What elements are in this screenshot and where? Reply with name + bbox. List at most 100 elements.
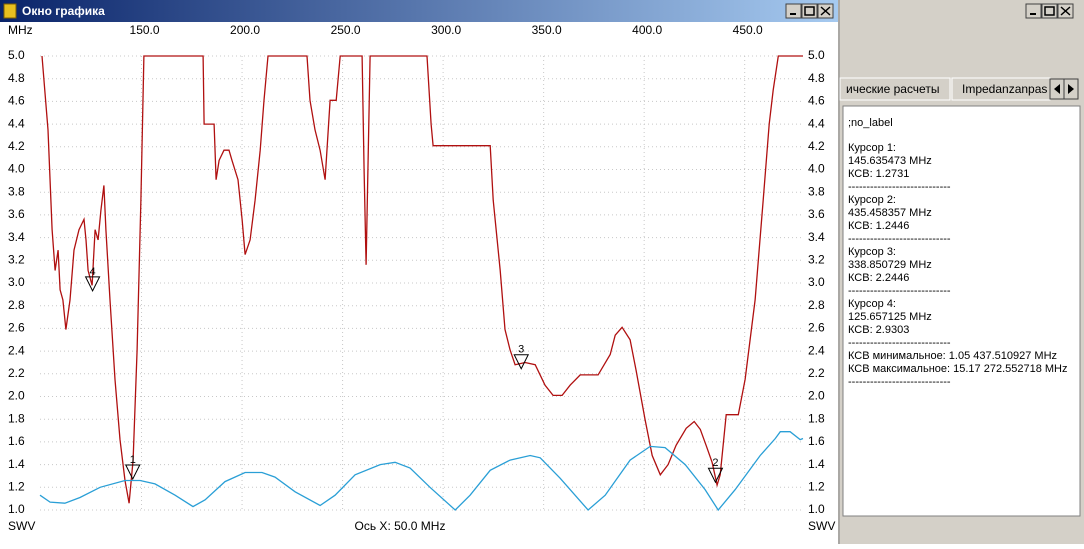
tab-label: ические расчеты <box>846 82 939 96</box>
tab[interactable] <box>839 77 951 101</box>
swr-line <box>39 431 804 512</box>
minimize-button[interactable] <box>1025 3 1042 19</box>
x-tick-label: 350.0 <box>532 23 562 37</box>
info-line: ---------------------------- <box>848 181 951 193</box>
cursor-marker <box>513 354 530 370</box>
x-unit-label: MHz <box>8 23 33 37</box>
text-area <box>842 105 1081 517</box>
y-tick-label: 4.8 <box>8 71 25 85</box>
info-line: КСВ: 2.2446 <box>848 272 909 284</box>
x-tick-label: 400.0 <box>632 23 662 37</box>
y-tick-label: 3.2 <box>8 252 25 266</box>
y-tick-label: 3.6 <box>8 207 25 221</box>
y-tick-label: 1.8 <box>8 411 25 425</box>
y-tick-label: 2.6 <box>8 321 25 335</box>
window-title: Окно графика <box>22 4 105 18</box>
info-line: 125.657125 MHz <box>848 311 932 323</box>
x-tick-label: 150.0 <box>130 23 160 37</box>
y-axis-label: SWV <box>808 519 835 533</box>
info-line: Курсор 3: <box>848 246 896 258</box>
x-tick-label: 200.0 <box>230 23 260 37</box>
y-tick-label: 1.0 <box>8 502 25 516</box>
y-tick-label: 3.8 <box>808 184 825 198</box>
y-tick-label: 2.8 <box>808 298 825 312</box>
x-tick-label: 450.0 <box>733 23 763 37</box>
cursor-label: 1 <box>130 454 136 466</box>
y-tick-label: 3.0 <box>8 275 25 289</box>
info-line: Курсор 4: <box>848 298 896 310</box>
minimize-button[interactable] <box>785 3 802 19</box>
window-icon <box>3 3 17 19</box>
y-tick-label: 2.0 <box>808 389 825 403</box>
x-tick-label: 300.0 <box>431 23 461 37</box>
info-line: КСВ: 1.2731 <box>848 168 909 180</box>
info-line: ;no_label <box>848 117 893 129</box>
y-tick-label: 4.6 <box>8 94 25 108</box>
y-tick-label: 4.8 <box>808 71 825 85</box>
tab-label: Impedanzanpas <box>962 82 1047 96</box>
info-line: КСВ максимальное: 15.17 272.552718 MHz <box>848 363 1068 375</box>
info-line: ---------------------------- <box>848 233 951 245</box>
info-line: Курсор 1: <box>848 142 896 154</box>
cursor-marker <box>84 276 101 293</box>
y-tick-label: 5.0 <box>808 48 825 62</box>
y-tick-label: 4.6 <box>808 94 825 108</box>
info-line: 145.635473 MHz <box>848 155 932 167</box>
y-tick-label: 1.2 <box>808 479 825 493</box>
y-axis-label: SWV <box>8 519 35 533</box>
cursor-label: 2 <box>712 457 718 469</box>
icon <box>1068 84 1074 94</box>
plot: 1.0 1.0 1.2 1.2 1.4 1.4 1.6 1.6 1.8 1.8 2.0 2.0 2.2 2… <box>8 23 825 516</box>
info-line: 435.458357 MHz <box>848 207 932 219</box>
y-tick-label: 4.0 <box>8 162 25 176</box>
y-tick-label: 3.4 <box>808 230 825 244</box>
y-tick-label: 3.8 <box>8 184 25 198</box>
y-tick-label: 1.6 <box>808 434 825 448</box>
y-tick-label: 2.6 <box>808 321 825 335</box>
y-tick-label: 1.0 <box>808 502 825 516</box>
y-tick-label: 2.4 <box>8 343 25 357</box>
window-controls <box>1025 3 1074 19</box>
info-line: ---------------------------- <box>848 376 951 388</box>
y-tick-label: 2.2 <box>808 366 825 380</box>
swr-line <box>41 55 803 504</box>
y-tick-label: 4.2 <box>808 139 825 153</box>
y-tick-label: 1.6 <box>8 434 25 448</box>
y-tick-label: 3.2 <box>808 252 825 266</box>
info-line: ---------------------------- <box>848 337 951 349</box>
y-tick-label: 1.2 <box>8 479 25 493</box>
cursor-label: 4 <box>90 266 96 278</box>
y-tick-label: 1.4 <box>8 457 25 471</box>
info-line: Курсор 2: <box>848 194 896 206</box>
y-tick-label: 4.4 <box>8 116 25 130</box>
y-tick-label: 2.8 <box>8 298 25 312</box>
info-line: КСВ: 1.2446 <box>848 220 909 232</box>
y-tick-label: 3.6 <box>808 207 825 221</box>
y-tick-label: 2.2 <box>8 366 25 380</box>
icon <box>804 6 815 16</box>
y-tick-label: 4.2 <box>8 139 25 153</box>
y-tick-label: 3.0 <box>808 275 825 289</box>
y-tick-label: 5.0 <box>8 48 25 62</box>
y-tick-label: 3.4 <box>8 230 25 244</box>
cursor-label: 3 <box>518 344 524 356</box>
y-tick-label: 1.4 <box>808 457 825 471</box>
icon <box>1060 6 1071 16</box>
y-tick-label: 2.4 <box>808 343 825 357</box>
x-tick-label: 250.0 <box>331 23 361 37</box>
info-line: КСВ минимальное: 1.05 437.510927 MHz <box>848 350 1057 362</box>
icon <box>1044 6 1055 16</box>
info-line: 338.850729 MHz <box>848 259 932 271</box>
info-line: КСВ: 2.9303 <box>848 324 909 336</box>
cursor-marker <box>124 464 141 481</box>
y-tick-label: 4.0 <box>808 162 825 176</box>
y-tick-label: 1.8 <box>808 411 825 425</box>
title-bar <box>0 0 838 22</box>
cursor-marker <box>707 467 724 484</box>
window-controls <box>785 3 834 19</box>
info-line: ---------------------------- <box>848 285 951 297</box>
icon <box>1054 84 1060 94</box>
x-axis-label: Ось X: 50.0 MHz <box>355 519 446 533</box>
